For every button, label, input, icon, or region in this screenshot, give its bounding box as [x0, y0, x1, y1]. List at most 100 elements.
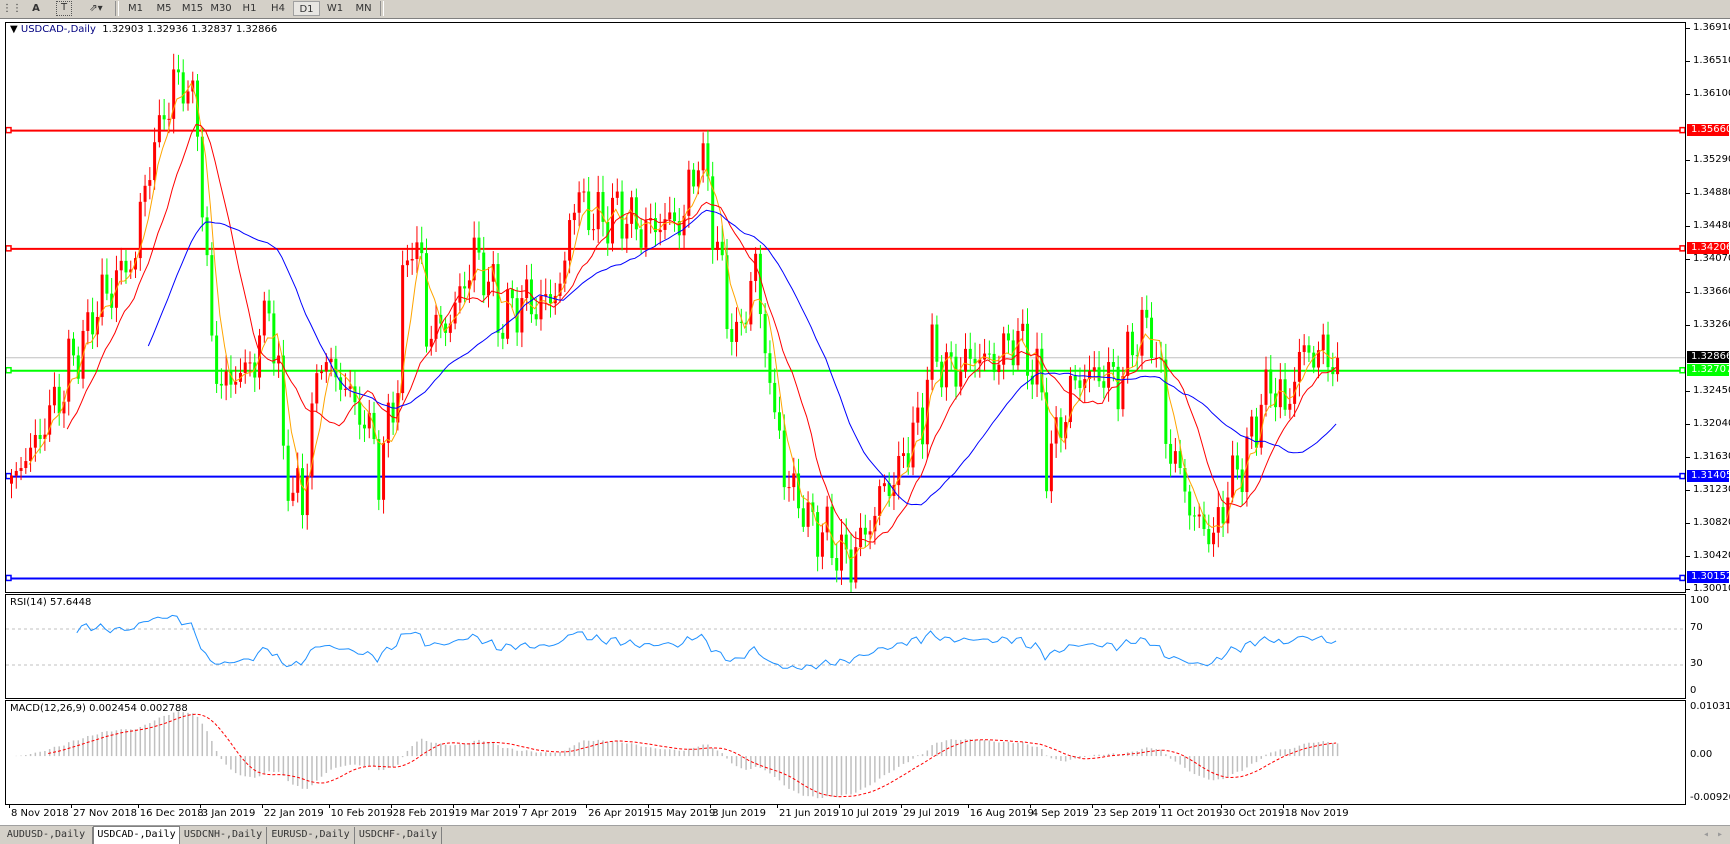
collapse-triangle-icon[interactable]: ▼: [10, 24, 18, 35]
timeframe-m15[interactable]: M15: [181, 3, 204, 14]
candle: [1102, 381, 1106, 388]
main-chart-panel[interactable]: [5, 22, 1686, 593]
candle: [572, 212, 576, 221]
tab-usdcnh[interactable]: USDCNH-,Daily: [180, 827, 267, 844]
date-tick: [452, 804, 454, 808]
price-chart: [6, 53, 1685, 592]
candle: [458, 286, 462, 303]
candle: [520, 298, 524, 333]
date-axis-label: 21 Jun 2019: [778, 808, 840, 819]
date-axis-label: 8 Nov 2018: [11, 808, 69, 819]
level-handle[interactable]: [6, 366, 12, 374]
tab-usdchf[interactable]: USDCHF-,Daily: [355, 827, 442, 844]
date-tick: [137, 804, 139, 808]
candle: [1030, 375, 1034, 385]
price-axis-label: 1.36100: [1693, 87, 1730, 99]
arrows-icon[interactable]: ⇗▾: [89, 3, 103, 14]
text-a-icon[interactable]: A: [32, 3, 40, 14]
candle: [563, 260, 567, 284]
price-axis-label: 1.30420: [1693, 549, 1730, 561]
candle: [477, 237, 481, 253]
date-tick: [519, 804, 521, 808]
candle: [472, 237, 476, 281]
candle: [91, 312, 95, 335]
timeframe-d1[interactable]: D1: [293, 1, 320, 16]
candle: [735, 321, 739, 342]
level-handle[interactable]: [1679, 472, 1685, 480]
candle: [420, 242, 424, 254]
rsi-axis-label: 30: [1690, 658, 1703, 669]
candle: [100, 274, 104, 317]
level-handle[interactable]: [6, 245, 12, 252]
candle: [1202, 514, 1206, 530]
candle: [291, 492, 295, 501]
candle: [658, 229, 662, 233]
candle: [496, 264, 500, 333]
candle: [549, 294, 553, 304]
date-tick: [390, 804, 392, 808]
rsi-panel[interactable]: [5, 594, 1686, 699]
candle: [1150, 317, 1154, 359]
candle: [1297, 351, 1301, 382]
date-tick: [967, 804, 969, 808]
candle: [711, 176, 715, 250]
level-handle[interactable]: [6, 574, 12, 582]
candle: [1197, 514, 1201, 517]
candle: [267, 300, 271, 314]
timeframe-m30[interactable]: M30: [210, 3, 232, 14]
text-label-icon[interactable]: T: [56, 1, 72, 16]
timeframe-m5[interactable]: M5: [156, 3, 172, 14]
tab-audusd[interactable]: AUDUSD-,Daily: [0, 827, 93, 844]
candle: [701, 143, 705, 171]
level-handle[interactable]: [1679, 574, 1685, 582]
candle: [453, 302, 457, 324]
candle: [1307, 345, 1311, 353]
level-handle[interactable]: [1679, 245, 1685, 252]
date-tick: [648, 804, 650, 808]
scroll-right-icon[interactable]: ▸: [1716, 829, 1724, 840]
timeframe-mn[interactable]: MN: [355, 3, 372, 14]
candle: [482, 252, 486, 296]
timeframe-m1[interactable]: M1: [128, 3, 143, 14]
candle: [501, 332, 505, 339]
timeframe-h1[interactable]: H1: [242, 3, 257, 14]
candle: [43, 434, 47, 440]
date-axis-label: 15 May 2019: [650, 808, 716, 819]
candle: [1002, 333, 1006, 365]
candle: [644, 220, 648, 248]
candle: [1078, 380, 1082, 388]
candle: [854, 547, 858, 583]
timeframe-h4[interactable]: H4: [271, 3, 285, 14]
candle: [792, 473, 796, 488]
candle: [286, 445, 290, 501]
price-tick: [1686, 193, 1690, 195]
candle: [534, 314, 538, 320]
level-handle[interactable]: [1679, 126, 1685, 134]
candle: [887, 483, 891, 496]
candle: [777, 412, 781, 431]
scroll-left-icon[interactable]: ◂: [1702, 829, 1710, 840]
candle: [1336, 357, 1340, 375]
price-axis-label: 1.34480: [1693, 219, 1730, 231]
macd-panel[interactable]: [5, 700, 1686, 805]
candle: [1130, 331, 1134, 356]
price-tick: [1686, 457, 1690, 459]
candle: [782, 430, 786, 488]
candle: [162, 115, 166, 120]
tab-eurusd[interactable]: EURUSD-,Daily: [267, 827, 355, 844]
date-tick: [586, 804, 588, 808]
tab-usdcad[interactable]: USDCAD-,Daily: [93, 826, 180, 844]
candle: [348, 386, 352, 389]
level-handle[interactable]: [1679, 366, 1685, 374]
candle: [1021, 323, 1025, 331]
grid-f-icon[interactable]: ⋮⋮: [2, 3, 22, 14]
candle: [1183, 467, 1187, 492]
candle: [978, 359, 982, 364]
candle: [343, 388, 347, 390]
timeframe-w1[interactable]: W1: [326, 3, 344, 14]
candle: [176, 69, 180, 73]
candle: [673, 212, 677, 222]
candle: [839, 534, 843, 571]
level-handle[interactable]: [6, 126, 12, 134]
date-axis-label: 10 Jul 2019: [840, 808, 898, 819]
